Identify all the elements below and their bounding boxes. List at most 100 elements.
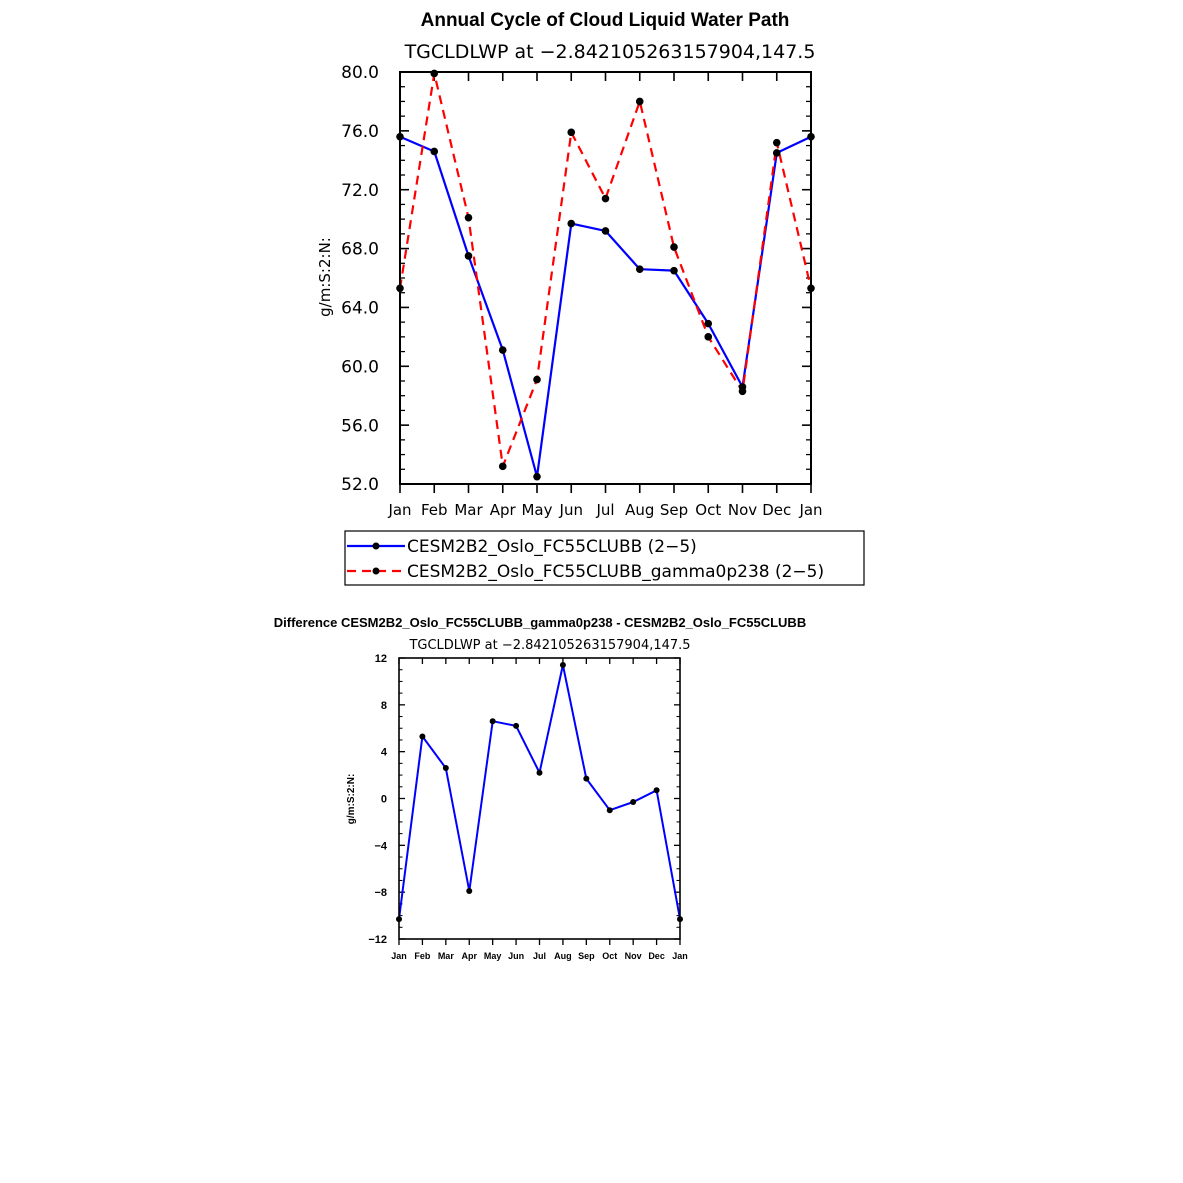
series-2-point (464, 213, 473, 222)
x-tick-label: Aug (625, 501, 654, 519)
series-1-point (533, 472, 541, 481)
x-tick-label: Aug (554, 951, 572, 961)
legend-marker-series1 (372, 542, 380, 550)
series-1-point (635, 265, 644, 273)
chart-difference: Difference CESM2B2_Oslo_FC55CLUBB_gamma0… (274, 615, 806, 961)
x-tick-label: Mar (438, 951, 455, 961)
y-tick-label: 4 (381, 747, 388, 759)
series-1-point (704, 319, 713, 328)
chart1-x-tick-labels: Jan Feb Mar Apr May Jun Jul Aug Sep Oct Nov Dec Jan (387, 501, 822, 519)
x-tick-label: Nov (728, 501, 757, 519)
legend-label-series2: CESM2B2_Oslo_FC55CLUBB_gamma0p238 (2−5) (407, 562, 824, 582)
series-2-point (670, 243, 678, 251)
chart1-y-axis-label: g/m:S:2:N: (316, 237, 334, 317)
x-tick-label: Jan (672, 951, 688, 961)
x-tick-label: Dec (762, 501, 791, 519)
series-1-point (559, 662, 566, 669)
series-1-point (498, 346, 507, 354)
x-tick-label: Jan (387, 501, 411, 519)
y-tick-label: 72.0 (341, 181, 379, 201)
chart1-subtitle: TGCLDLWP at −2.842105263157904,147.5 (404, 41, 816, 63)
y-tick-label: 12 (375, 653, 387, 665)
y-tick-label: 68.0 (341, 240, 379, 260)
series-1-point (466, 887, 473, 894)
chart-annual-cycle: Annual Cycle of Cloud Liquid Water Path … (316, 10, 865, 586)
chart2-plot-frame (398, 657, 681, 940)
x-tick-label: Oct (602, 951, 617, 961)
x-tick-label: Nov (625, 951, 642, 961)
series-line-1 (398, 664, 681, 920)
x-tick-label: Feb (414, 951, 431, 961)
series-2-point (430, 69, 439, 78)
chart1-y-tick-labels: 52.0 56.0 60.0 64.0 68.0 72.0 76.0 80.0 (341, 63, 379, 495)
series-2-point (533, 375, 541, 384)
legend-box (344, 530, 865, 586)
y-tick-label: 80.0 (341, 63, 379, 83)
x-tick-label: Jul (595, 501, 614, 519)
chart2-title: Difference CESM2B2_Oslo_FC55CLUBB_gamma0… (274, 615, 806, 630)
series-1-point (653, 787, 660, 794)
x-tick-label: Dec (648, 951, 665, 961)
x-tick-label: Oct (695, 501, 721, 519)
chart1-ticks (399, 71, 812, 493)
legend-marker-series2 (372, 567, 380, 575)
series-line-2 (398, 72, 813, 468)
x-tick-label: May (521, 501, 552, 519)
chart2-subtitle: TGCLDLWP at −2.842105263157904,147.5 (408, 638, 690, 653)
series-2-point (738, 387, 747, 396)
y-tick-label: 0 (381, 793, 387, 805)
chart2-series (396, 662, 683, 923)
series-2-point (704, 333, 713, 341)
series-1-point (464, 252, 473, 260)
y-tick-label: 8 (381, 700, 387, 712)
series-1-point (430, 147, 439, 156)
x-tick-label: Mar (454, 501, 483, 519)
series-2-point (498, 462, 507, 471)
x-tick-label: Jun (559, 501, 583, 519)
chart2-ticks (398, 657, 681, 945)
series-1-point (583, 775, 590, 782)
x-tick-label: Sep (578, 951, 595, 961)
series-1-point (489, 718, 496, 725)
y-tick-label: 52.0 (341, 475, 379, 495)
x-tick-label: May (484, 951, 502, 961)
y-tick-label: −4 (374, 840, 387, 852)
x-tick-label: Apr (490, 501, 517, 519)
legend-label-series1: CESM2B2_Oslo_FC55CLUBB (2−5) (407, 537, 697, 557)
y-tick-label: 64.0 (341, 299, 379, 319)
series-1-point (567, 219, 576, 228)
x-tick-label: Jun (508, 951, 524, 961)
y-tick-label: −12 (368, 934, 387, 946)
x-tick-label: Jul (533, 951, 546, 961)
series-2-point (567, 128, 576, 137)
x-tick-label: Jan (798, 501, 822, 519)
series-1-point (419, 733, 426, 740)
series-1-point (442, 765, 449, 772)
series-1-point (606, 807, 613, 814)
x-tick-label: Feb (421, 501, 448, 519)
chart1-legend: CESM2B2_Oslo_FC55CLUBB (2−5) CESM2B2_Osl… (344, 530, 865, 586)
chart2-y-axis-label: g/m:S:2:N: (346, 774, 357, 825)
series-1-point (630, 799, 637, 806)
series-1-point (601, 227, 610, 235)
chart2-x-tick-labels: Jan Feb Mar Apr May Jun Jul Aug Sep Oct Nov Dec Jan (391, 951, 688, 961)
series-1-point (536, 769, 543, 776)
series-1-point (772, 149, 781, 157)
x-tick-label: Jan (391, 951, 407, 961)
x-tick-label: Sep (660, 501, 688, 519)
chart1-title: Annual Cycle of Cloud Liquid Water Path (421, 10, 790, 31)
series-1-point (513, 722, 520, 729)
y-tick-label: −8 (374, 887, 387, 899)
chart1-series (396, 69, 815, 481)
y-tick-label: 76.0 (341, 122, 379, 142)
series-2-point (635, 97, 644, 106)
x-tick-label: Apr (462, 951, 478, 961)
series-2-point (772, 138, 781, 147)
series-1-point (670, 266, 678, 275)
y-tick-label: 56.0 (341, 416, 379, 436)
y-tick-label: 60.0 (341, 357, 379, 377)
chart1-plot-frame (399, 71, 812, 485)
chart2-y-tick-labels: −12 −8 −4 0 4 8 12 (368, 653, 388, 946)
series-2-point (601, 194, 610, 203)
